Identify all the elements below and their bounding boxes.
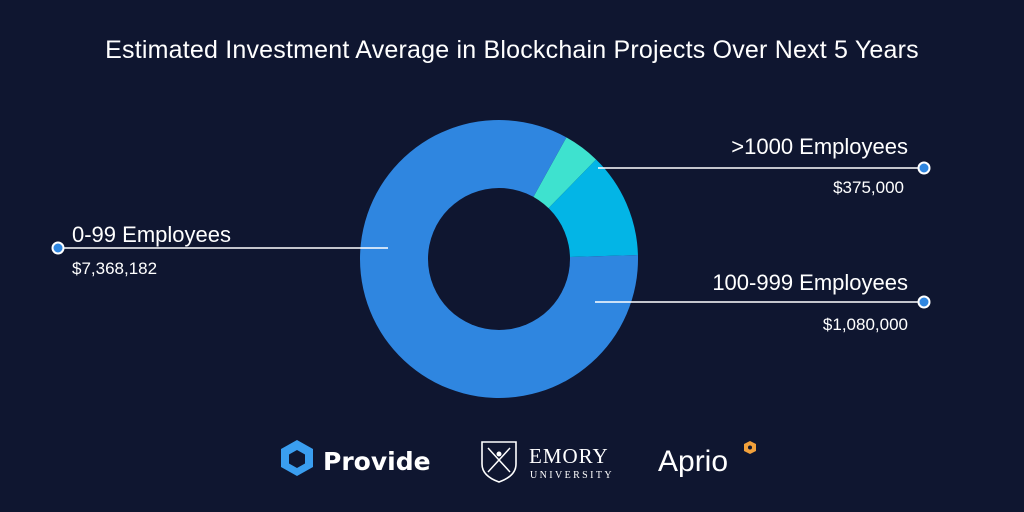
- logo-emory: EMORY UNIVERSITY: [481, 441, 614, 483]
- logo-aprio: Aprio: [658, 441, 756, 478]
- chart-title: Estimated Investment Average in Blockcha…: [105, 36, 919, 64]
- callout-100-999: 100-999 Employees $1,080,000: [595, 270, 931, 334]
- shield-icon: [481, 441, 517, 483]
- slice-label-100-999: 100-999 Employees: [712, 270, 908, 295]
- slice-label-1000: >1000 Employees: [731, 134, 908, 159]
- provide-wordmark: Provide: [323, 447, 431, 476]
- callout-0-99: 0-99 Employees $7,368,182: [51, 222, 388, 278]
- slice-value-0-99: $7,368,182: [72, 259, 157, 278]
- slice-value-1000: $375,000: [833, 178, 904, 197]
- emory-subtitle: UNIVERSITY: [530, 470, 614, 481]
- slice-value-100-999: $1,080,000: [823, 315, 908, 334]
- emory-wordmark: EMORY: [529, 444, 609, 468]
- aprio-wordmark: Aprio: [658, 445, 728, 478]
- aprio-badge-icon: [744, 441, 756, 454]
- slice-label-0-99: 0-99 Employees: [72, 222, 231, 247]
- logo-provide: Provide: [281, 440, 431, 476]
- callout-1000: >1000 Employees $375,000: [598, 134, 931, 197]
- donut-hole: [428, 188, 570, 330]
- hexagon-icon: [281, 440, 313, 476]
